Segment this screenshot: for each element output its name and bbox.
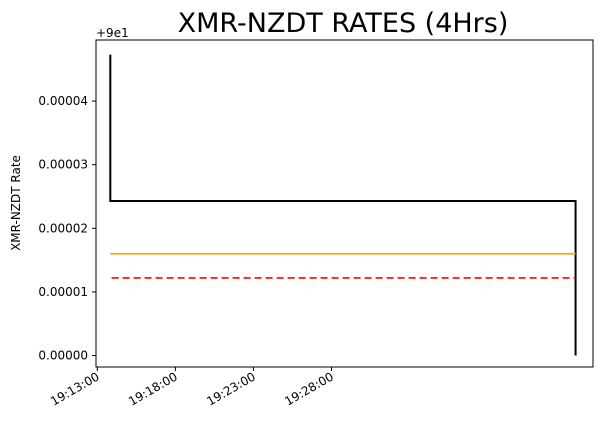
- x-tick-label-2: 19:23:00: [204, 369, 258, 408]
- y-tick-label-1: 0.00001: [38, 285, 88, 299]
- plot-frame: [95, 39, 594, 368]
- series-line-0: [109, 54, 577, 356]
- y-tick-label-4: 0.00004: [38, 94, 88, 108]
- y-tick-label-2: 0.00002: [38, 221, 88, 235]
- series-layer: [109, 54, 577, 356]
- x-tick-layer: 19:13:00 19:18:00 19:23:00 19:28:00: [48, 367, 336, 409]
- x-tick-label-1: 19:18:00: [126, 369, 180, 408]
- y-tick-label-0: 0.00000: [38, 349, 88, 363]
- chart-title: XMR-NZDT RATES (4Hrs): [178, 8, 509, 39]
- y-tick-label-3: 0.00003: [38, 158, 88, 172]
- y-tick-layer: 0.00000 0.00001 0.00002 0.00003 0.00004: [38, 94, 96, 363]
- y-offset-label: +9e1: [96, 26, 129, 40]
- x-tick-label-3: 19:28:00: [282, 369, 336, 408]
- x-tick-label-0: 19:13:00: [48, 369, 102, 408]
- y-axis-label: XMR-NZDT Rate: [9, 155, 23, 251]
